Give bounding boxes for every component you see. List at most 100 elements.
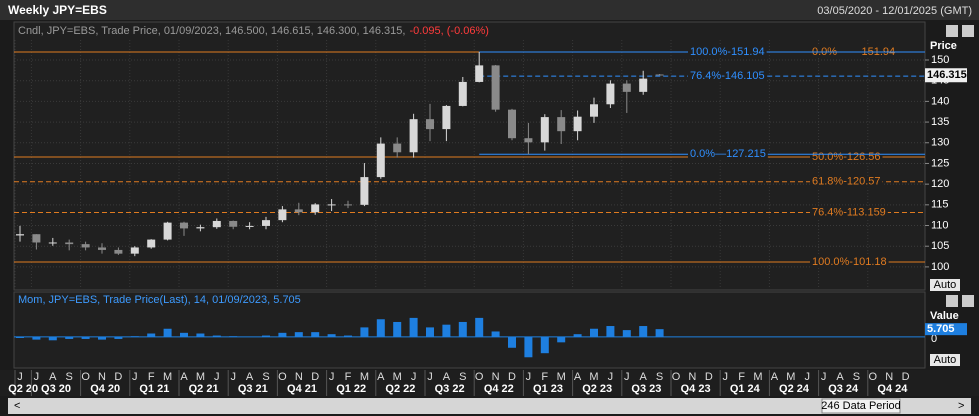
momentum-bar: [426, 327, 434, 337]
candle-body: [442, 105, 451, 130]
auto-label: Auto: [934, 354, 957, 366]
panel-restore[interactable]: [946, 295, 958, 307]
candle-body: [48, 242, 57, 244]
month-label: M: [393, 371, 402, 383]
period-box: [821, 398, 901, 414]
quarter-label: Q3 23: [631, 383, 661, 395]
last-value-box: [925, 323, 967, 336]
momentum-bar: [147, 333, 156, 337]
momentum-bar: [393, 321, 402, 337]
month-label: J: [624, 371, 630, 383]
momentum-bar: [81, 336, 90, 339]
momentum-bar: [114, 336, 123, 339]
auto-label: Auto: [934, 279, 957, 291]
candle-body: [458, 81, 467, 106]
fib-label: 100.0%-101.18: [812, 256, 887, 268]
candle-body: [524, 138, 533, 143]
month-label: D: [508, 371, 516, 383]
candle-body: [426, 119, 434, 130]
window-title: Weekly JPY=EBS: [8, 3, 107, 17]
quarter-label: Q3 24: [828, 383, 859, 395]
price-panel: [13, 21, 926, 291]
momentum-bar: [294, 332, 303, 337]
candle-body: [180, 222, 188, 229]
month-label: J: [526, 371, 532, 383]
quarter-label: Q4 21: [287, 383, 317, 395]
quarter-label: Q2 24: [779, 383, 810, 395]
month-label: F: [738, 371, 745, 383]
candle-body: [32, 234, 41, 243]
y-tick-label: 0: [931, 333, 937, 345]
price-legend: Cndl, JPY=EBS, Trade Price, 01/09/2023, …: [18, 25, 405, 37]
candle-body: [655, 74, 664, 76]
fib-label: 100.0%-151.94: [690, 46, 765, 58]
month-label: S: [656, 371, 663, 383]
candle-body: [327, 204, 336, 206]
momentum-bar: [606, 326, 615, 337]
quarter-label: Q2 21: [189, 383, 219, 395]
month-label: A: [640, 371, 648, 383]
candle-body: [81, 244, 90, 248]
month-label: A: [771, 371, 779, 383]
quarter-label: Q3 20: [41, 383, 71, 395]
candle-body: [147, 239, 156, 248]
candle-body: [278, 209, 287, 221]
quarter-label: Q4 24: [877, 383, 908, 395]
month-label: O: [81, 371, 90, 383]
candle-body: [98, 247, 106, 250]
price-change: -0.095, (-0.06%): [409, 25, 488, 37]
momentum-bar: [540, 336, 549, 354]
month-label: M: [360, 371, 369, 383]
quarter-label: Q1 23: [533, 383, 563, 395]
candle-body: [245, 225, 254, 227]
momentum-bar: [212, 335, 221, 337]
quarter-label: Q4 22: [484, 383, 514, 395]
month-label: A: [180, 371, 188, 383]
candle-body: [212, 220, 221, 228]
momentum-bar: [442, 324, 451, 337]
candle-body: [163, 222, 172, 240]
momentum-bar: [360, 327, 369, 337]
panel-close[interactable]: [962, 25, 974, 37]
month-label: N: [492, 371, 500, 383]
month-label: J: [608, 371, 614, 383]
title-bar: [0, 0, 979, 20]
month-label: N: [295, 371, 303, 383]
candle-body: [376, 143, 385, 178]
y-tick-label: 130: [931, 137, 949, 149]
fib-label-bg: [810, 256, 889, 269]
quarter-label: Q1 22: [336, 383, 366, 395]
month-label: J: [427, 371, 433, 383]
momentum-bar: [475, 317, 484, 337]
scroll-left[interactable]: <: [14, 400, 20, 412]
month-label: S: [853, 371, 860, 383]
last-value: 5.705: [927, 323, 955, 335]
panel-restore[interactable]: [946, 25, 958, 37]
quarter-label: Q2 23: [582, 383, 612, 395]
candle-body: [639, 78, 648, 92]
scroll-right[interactable]: >: [958, 400, 964, 412]
candle-body: [294, 209, 303, 213]
y-tick-label: 150: [931, 54, 949, 66]
month-label: A: [246, 371, 254, 383]
month-label: J: [821, 371, 827, 383]
quarter-label: Q2 20: [8, 383, 38, 395]
month-label: A: [49, 371, 57, 383]
panel-close[interactable]: [962, 295, 974, 307]
month-label: D: [902, 371, 910, 383]
month-label: S: [459, 371, 466, 383]
candle-body: [475, 65, 484, 82]
momentum-bar: [508, 336, 516, 348]
fib-label-bg: [688, 45, 767, 58]
candle-body: [262, 220, 270, 226]
auto-button[interactable]: [930, 354, 960, 366]
candle-body: [540, 117, 549, 143]
scrollbar[interactable]: [8, 398, 971, 414]
candle-body: [491, 65, 500, 110]
momentum-bar: [32, 336, 41, 340]
momentum-legend: Mom, JPY=EBS, Trade Price(Last), 14, 01/…: [18, 294, 301, 306]
auto-button[interactable]: [930, 279, 960, 291]
fib-label: 50.0%-126.56: [812, 151, 881, 163]
quarter-label: Q2 22: [385, 383, 415, 395]
month-label: F: [345, 371, 352, 383]
